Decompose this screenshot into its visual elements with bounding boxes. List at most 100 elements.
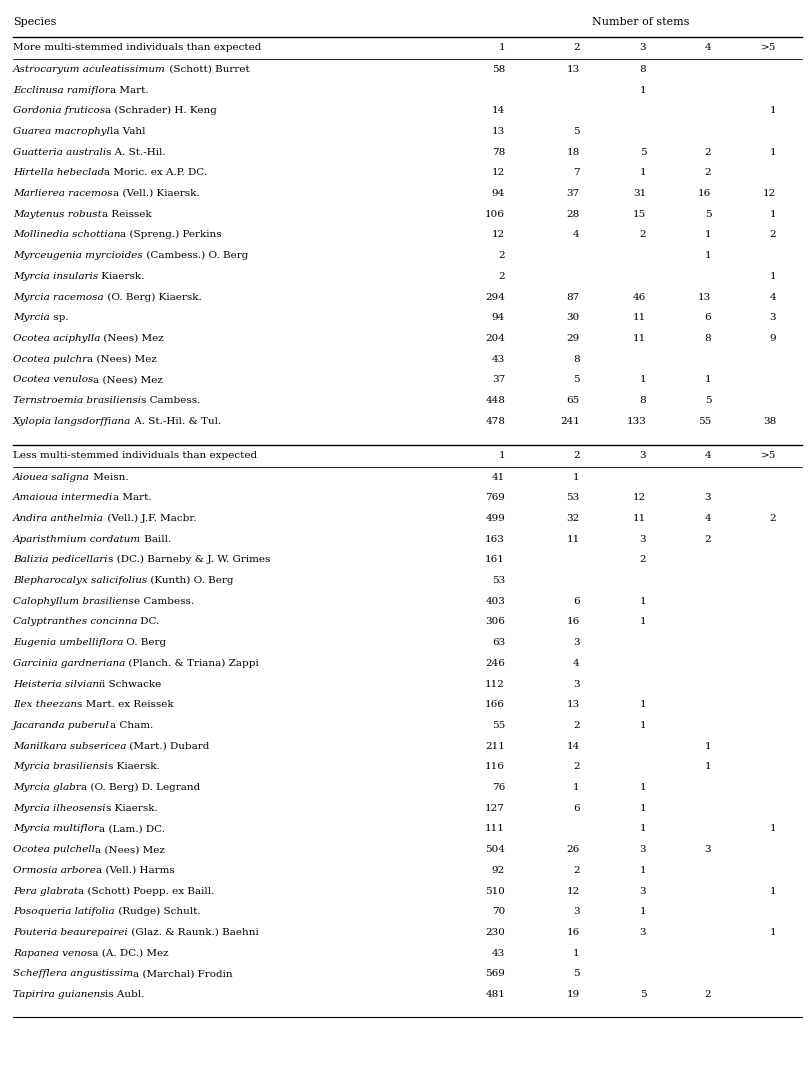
Text: 1: 1 [704,251,710,261]
Text: (Cambess.) O. Berg: (Cambess.) O. Berg [143,251,248,261]
Text: 6: 6 [573,804,579,812]
Text: a (Nees) Mez: a (Nees) Mez [95,845,165,854]
Text: Myrcia racemosa: Myrcia racemosa [13,292,104,302]
Text: 1: 1 [639,866,646,875]
Text: 2: 2 [498,272,504,281]
Text: Maytenus robust: Maytenus robust [13,210,101,218]
Text: 14: 14 [566,742,579,750]
Text: 2: 2 [704,148,710,156]
Text: 7: 7 [573,168,579,177]
Text: 2: 2 [498,251,504,261]
Text: a (Nees) Mez: a (Nees) Mez [93,376,163,384]
Text: 116: 116 [485,762,504,771]
Text: 478: 478 [485,417,504,426]
Text: 11: 11 [633,313,646,323]
Text: 5: 5 [573,970,579,978]
Text: (O. Berg) Kiaersk.: (O. Berg) Kiaersk. [104,292,201,302]
Text: 18: 18 [566,148,579,156]
Text: 32: 32 [566,514,579,523]
Text: 3: 3 [639,845,646,854]
Text: 41: 41 [491,472,504,481]
Text: 1: 1 [639,168,646,177]
Text: 38: 38 [762,417,775,426]
Text: Astrocaryum aculeatissimum: Astrocaryum aculeatissimum [13,65,165,74]
Text: Rapanea veno: Rapanea veno [13,949,87,958]
Text: 19: 19 [566,990,579,999]
Text: a (Nees) Mez: a (Nees) Mez [87,355,157,364]
Text: 4: 4 [769,292,775,302]
Text: 1: 1 [639,618,646,627]
Text: 4: 4 [573,230,579,239]
Text: 55: 55 [697,417,710,426]
Text: 1: 1 [639,907,646,917]
Text: 106: 106 [485,210,504,218]
Text: 29: 29 [566,333,579,343]
Text: Myrcia glab: Myrcia glab [13,783,75,792]
Text: s A. St.-Hil.: s A. St.-Hil. [106,148,165,156]
Text: More multi-stemmed individuals than expected: More multi-stemmed individuals than expe… [13,43,261,52]
Text: sa (A. DC.) Mez: sa (A. DC.) Mez [87,949,169,958]
Text: s Cambess.: s Cambess. [141,396,200,405]
Text: 1: 1 [704,742,710,750]
Text: 1: 1 [639,804,646,812]
Text: sp.: sp. [49,313,68,323]
Text: 2: 2 [573,451,579,459]
Text: 11: 11 [633,333,646,343]
Text: a Mart.: a Mart. [109,86,148,94]
Text: 246: 246 [485,659,504,668]
Text: DC.: DC. [137,618,160,627]
Text: 13: 13 [566,65,579,74]
Text: 94: 94 [491,313,504,323]
Text: Manilkara subsericea: Manilkara subsericea [13,742,127,750]
Text: >5: >5 [760,43,775,52]
Text: 1: 1 [704,376,710,384]
Text: Ternstroemia brasiliensi: Ternstroemia brasiliensi [13,396,141,405]
Text: Posoqueria latifolia: Posoqueria latifolia [13,907,114,917]
Text: Number of stems: Number of stems [591,16,689,27]
Text: 78: 78 [491,148,504,156]
Text: Ilex theezan: Ilex theezan [13,700,77,709]
Text: 3: 3 [639,451,646,459]
Text: 1: 1 [769,886,775,896]
Text: a (Marchal) Frodin: a (Marchal) Frodin [133,970,233,978]
Text: 53: 53 [491,576,504,585]
Text: Balizia pedicellari: Balizia pedicellari [13,555,108,565]
Text: 94: 94 [491,189,504,198]
Text: 1: 1 [769,272,775,281]
Text: 2: 2 [573,762,579,771]
Text: (Glaz. & Raunk.) Baehni: (Glaz. & Raunk.) Baehni [127,927,258,937]
Text: 30: 30 [566,313,579,323]
Text: 43: 43 [491,949,504,958]
Text: 12: 12 [491,168,504,177]
Text: 8: 8 [704,333,710,343]
Text: Meisn.: Meisn. [90,472,128,481]
Text: Amaioua intermedi: Amaioua intermedi [13,493,114,502]
Text: 166: 166 [485,700,504,709]
Text: 4: 4 [704,514,710,523]
Text: a Mart.: a Mart. [114,493,152,502]
Text: 112: 112 [485,680,504,689]
Text: 306: 306 [485,618,504,627]
Text: (Kunth) O. Berg: (Kunth) O. Berg [147,576,234,585]
Text: Myrceugenia myrcioides: Myrceugenia myrcioides [13,251,143,261]
Text: 133: 133 [626,417,646,426]
Text: 230: 230 [485,927,504,937]
Text: 3: 3 [704,493,710,502]
Text: Species: Species [13,16,56,27]
Text: 504: 504 [485,845,504,854]
Text: 2: 2 [769,514,775,523]
Text: 294: 294 [485,292,504,302]
Text: 241: 241 [560,417,579,426]
Text: Aiouea saligna: Aiouea saligna [13,472,90,481]
Text: Calyptranthes concinna: Calyptranthes concinna [13,618,137,627]
Text: 510: 510 [485,886,504,896]
Text: i Schwacke: i Schwacke [102,680,161,689]
Text: 46: 46 [633,292,646,302]
Text: 403: 403 [485,597,504,606]
Text: 87: 87 [566,292,579,302]
Text: 5: 5 [704,396,710,405]
Text: 3: 3 [573,680,579,689]
Text: 204: 204 [485,333,504,343]
Text: Calophyllum brasiliens: Calophyllum brasiliens [13,597,134,606]
Text: 31: 31 [633,189,646,198]
